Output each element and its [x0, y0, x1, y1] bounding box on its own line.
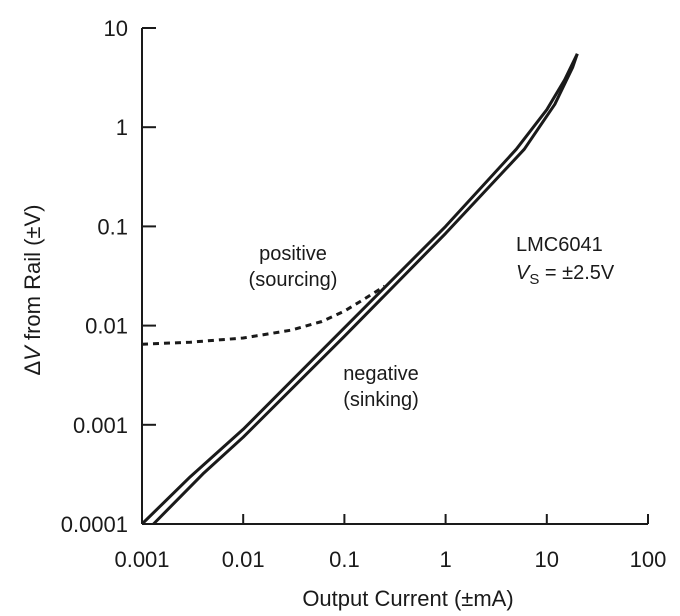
- series: [140, 53, 579, 526]
- y-tick-label: 10: [104, 16, 128, 41]
- annotation-negative: negative: [343, 363, 419, 385]
- annotation-sourcing: (sourcing): [249, 269, 338, 291]
- y-axis-title-var: V: [20, 344, 45, 361]
- series-line-1: [140, 53, 579, 526]
- x-tick-label: 0.1: [329, 547, 360, 572]
- annotation-supply-sub: S: [529, 271, 539, 288]
- series-line-2: [152, 53, 579, 526]
- series-line-3: [141, 284, 386, 346]
- annotation-supply: VS = ±2.5V: [516, 262, 615, 288]
- annotation-positive: positive: [259, 243, 327, 265]
- annotation-sinking: (sinking): [343, 389, 419, 411]
- annotation-device: LMC6041: [516, 234, 603, 256]
- y-tick-label: 0.001: [73, 413, 128, 438]
- annotation-supply-var: V: [516, 262, 531, 284]
- y-tick-label: 1: [116, 115, 128, 140]
- y-tick-label: 0.01: [85, 314, 128, 339]
- y-axis-title: ΔV from Rail (±V): [20, 204, 45, 375]
- x-tick-label: 1: [439, 547, 451, 572]
- x-tick-label: 100: [630, 547, 667, 572]
- annotation-supply-rest: = ±2.5V: [539, 262, 615, 284]
- x-tick-label: 0.001: [114, 547, 169, 572]
- y-axis-title-rest: from Rail (±V): [20, 204, 45, 346]
- y-tick-label: 0.0001: [61, 512, 128, 537]
- x-tick-label: 0.01: [222, 547, 265, 572]
- x-tick-label: 10: [535, 547, 559, 572]
- x-axis-title: Output Current (±mA): [302, 586, 513, 611]
- ticks: 0.001 0.01 0.1 1 10 100 0.0001 0.001 0.01 0.1 1 10: [61, 16, 667, 572]
- y-axis-title-prefix: Δ: [20, 361, 45, 376]
- axes: [141, 28, 648, 525]
- y-tick-label: 0.1: [97, 214, 128, 239]
